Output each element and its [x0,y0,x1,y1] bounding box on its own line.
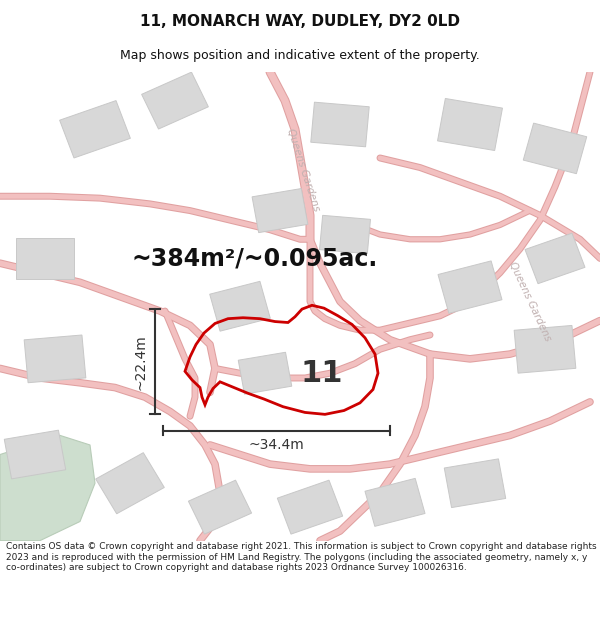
Polygon shape [188,480,251,534]
Text: ~22.4m: ~22.4m [134,334,148,389]
Polygon shape [252,189,308,232]
Polygon shape [437,99,502,151]
Polygon shape [4,430,66,479]
Polygon shape [59,101,130,158]
Polygon shape [142,72,208,129]
Polygon shape [238,352,292,394]
Polygon shape [438,261,502,313]
Text: Queens Gardens: Queens Gardens [507,260,553,343]
Polygon shape [0,436,95,541]
Polygon shape [514,326,576,373]
Polygon shape [444,459,506,508]
Polygon shape [320,216,370,254]
Polygon shape [95,452,164,514]
Text: 11, MONARCH WAY, DUDLEY, DY2 0LD: 11, MONARCH WAY, DUDLEY, DY2 0LD [140,14,460,29]
Polygon shape [16,238,74,279]
Polygon shape [523,123,587,174]
Text: Contains OS data © Crown copyright and database right 2021. This information is : Contains OS data © Crown copyright and d… [6,542,596,572]
Polygon shape [24,335,86,382]
Polygon shape [365,478,425,526]
Text: ~384m²/~0.095ac.: ~384m²/~0.095ac. [132,246,378,271]
Polygon shape [311,102,369,147]
Polygon shape [277,480,343,534]
Polygon shape [525,233,585,284]
Text: Map shows position and indicative extent of the property.: Map shows position and indicative extent… [120,49,480,62]
Text: ~34.4m: ~34.4m [248,438,304,452]
Text: 11: 11 [301,359,343,388]
Polygon shape [210,281,270,331]
Text: Queens Gardens: Queens Gardens [285,127,321,212]
